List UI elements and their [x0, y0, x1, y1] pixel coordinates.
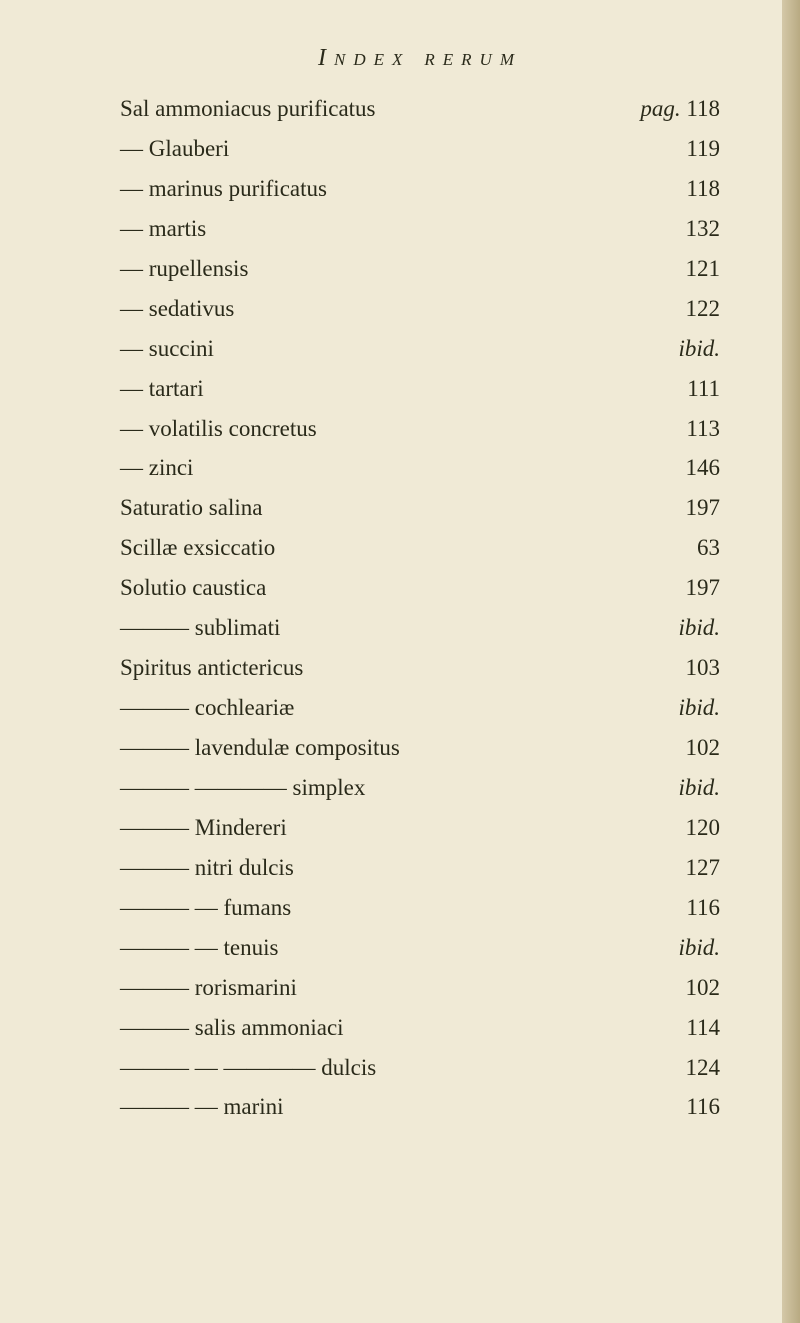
entry-text: ——— sublimati	[120, 609, 660, 647]
index-entry: ——— — ———— dulcis124	[120, 1049, 720, 1087]
entry-page-number: 132	[660, 210, 720, 248]
entry-text: Scillæ exsiccatio	[120, 529, 660, 567]
index-entry: ——— ———— simplexibid.	[120, 769, 720, 807]
entry-page-number: 103	[660, 649, 720, 687]
entry-text: ——— nitri dulcis	[120, 849, 660, 887]
entry-text: ——— — marini	[120, 1088, 660, 1126]
entry-text: ——— rorismarini	[120, 969, 660, 1007]
index-entry: — sedativus122	[120, 290, 720, 328]
page-header: Index rerum	[120, 45, 720, 72]
index-entries: Sal ammoniacus purificatuspag. 118— Glau…	[120, 90, 720, 1126]
entry-text: — martis	[120, 210, 660, 248]
entry-page-number: 119	[660, 130, 720, 168]
entry-text: — volatilis concretus	[120, 410, 660, 448]
entry-page-number: 124	[660, 1049, 720, 1087]
index-entry: — rupellensis121	[120, 250, 720, 288]
entry-page-number: pag. 118	[640, 90, 720, 128]
index-entry: Scillæ exsiccatio63	[120, 529, 720, 567]
index-entry: ——— Mindereri120	[120, 809, 720, 847]
pag-label: pag.	[640, 96, 686, 121]
index-entry: — tartari111	[120, 370, 720, 408]
entry-text: — tartari	[120, 370, 660, 408]
entry-page-number: 114	[660, 1009, 720, 1047]
entry-page-number: ibid.	[660, 609, 720, 647]
index-entry: — marinus purificatus118	[120, 170, 720, 208]
index-entry: ——— cochleariæibid.	[120, 689, 720, 727]
entry-page-number: 146	[660, 449, 720, 487]
entry-text: ——— salis ammoniaci	[120, 1009, 660, 1047]
index-entry: ——— salis ammoniaci114	[120, 1009, 720, 1047]
entry-text: ——— — ———— dulcis	[120, 1049, 660, 1087]
entry-text: ——— lavendulæ compositus	[120, 729, 660, 767]
index-entry: — martis132	[120, 210, 720, 248]
index-entry: Spiritus antictericus103	[120, 649, 720, 687]
entry-text: Spiritus antictericus	[120, 649, 660, 687]
index-entry: — volatilis concretus113	[120, 410, 720, 448]
page-container: Index rerum Sal ammoniacus purificatuspa…	[120, 45, 720, 1126]
entry-text: ——— ———— simplex	[120, 769, 660, 807]
index-entry: Solutio caustica197	[120, 569, 720, 607]
entry-text: — sedativus	[120, 290, 660, 328]
entry-page-number: 116	[660, 1088, 720, 1126]
entry-page-number: 127	[660, 849, 720, 887]
index-entry: ——— lavendulæ compositus102	[120, 729, 720, 767]
entry-page-number: 118	[660, 170, 720, 208]
entry-page-number: 102	[660, 969, 720, 1007]
index-entry: Sal ammoniacus purificatuspag. 118	[120, 90, 720, 128]
index-entry: ——— — fumans116	[120, 889, 720, 927]
entry-text: ——— Mindereri	[120, 809, 660, 847]
index-entry: ——— rorismarini102	[120, 969, 720, 1007]
entry-text: — succini	[120, 330, 660, 368]
entry-page-number: 197	[660, 569, 720, 607]
entry-page-number: 121	[660, 250, 720, 288]
entry-text: Saturatio salina	[120, 489, 660, 527]
page-edge-shadow	[782, 0, 800, 1323]
index-entry: ——— — marini116	[120, 1088, 720, 1126]
entry-text: — Glauberi	[120, 130, 660, 168]
entry-page-number: ibid.	[660, 689, 720, 727]
entry-page-number: 120	[660, 809, 720, 847]
entry-page-number: ibid.	[660, 769, 720, 807]
entry-page-number: ibid.	[660, 929, 720, 967]
entry-page-number: 63	[660, 529, 720, 567]
index-entry: ——— sublimatiibid.	[120, 609, 720, 647]
entry-page-number: 122	[660, 290, 720, 328]
index-entry: — Glauberi119	[120, 130, 720, 168]
page-num: 118	[686, 96, 720, 121]
entry-text: ——— — fumans	[120, 889, 660, 927]
index-entry: — succiniibid.	[120, 330, 720, 368]
index-entry: Saturatio salina197	[120, 489, 720, 527]
entry-text: ——— cochleariæ	[120, 689, 660, 727]
entry-text: ——— — tenuis	[120, 929, 660, 967]
entry-page-number: 197	[660, 489, 720, 527]
entry-text: Sal ammoniacus purificatus	[120, 90, 640, 128]
entry-page-number: 116	[660, 889, 720, 927]
entry-page-number: 102	[660, 729, 720, 767]
entry-page-number: 111	[660, 370, 720, 408]
entry-page-number: ibid.	[660, 330, 720, 368]
index-entry: ——— nitri dulcis127	[120, 849, 720, 887]
index-entry: — zinci146	[120, 449, 720, 487]
entry-text: — marinus purificatus	[120, 170, 660, 208]
entry-text: — rupellensis	[120, 250, 660, 288]
entry-text: — zinci	[120, 449, 660, 487]
entry-text: Solutio caustica	[120, 569, 660, 607]
entry-page-number: 113	[660, 410, 720, 448]
index-entry: ——— — tenuisibid.	[120, 929, 720, 967]
